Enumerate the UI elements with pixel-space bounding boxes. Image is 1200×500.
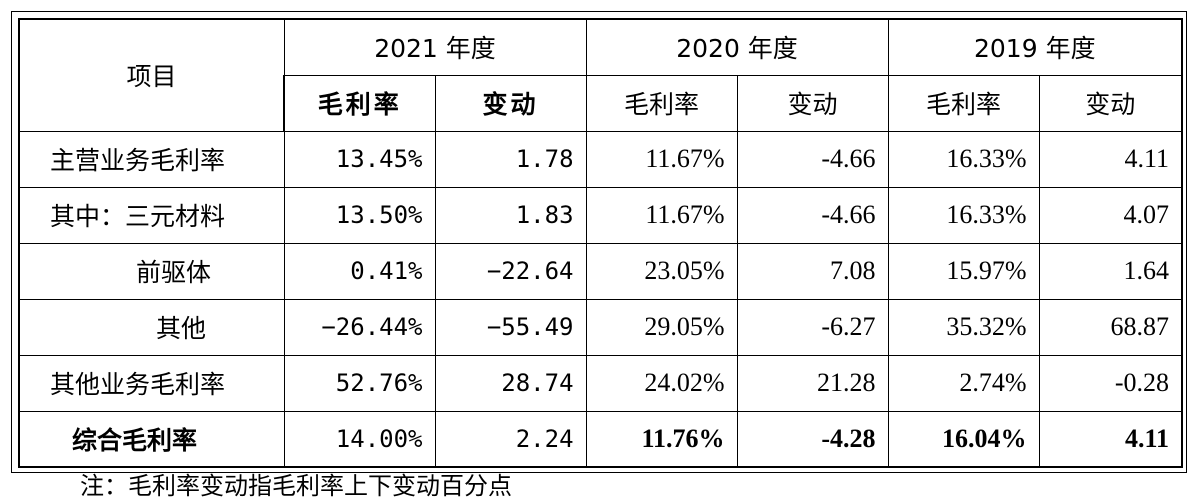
cell-margin-2021: −26.44% xyxy=(283,298,436,356)
row-label: 其他 xyxy=(18,298,285,356)
cell-change-2021: 1.78 xyxy=(434,130,587,188)
cell-margin-2019: 35.32% xyxy=(887,298,1040,356)
header-change-2021: 变动 xyxy=(434,74,587,132)
header-margin-2019: 毛利率 xyxy=(887,74,1040,132)
cell-margin-2020: 11.67% xyxy=(585,186,738,244)
cell-change-2020: -6.27 xyxy=(736,298,889,356)
header-year-2021: 2021 年度 xyxy=(283,18,587,76)
cell-margin-2021: 14.00% xyxy=(283,410,436,468)
cell-change-2019: 4.11 xyxy=(1038,130,1184,188)
header-margin-2020: 毛利率 xyxy=(585,74,738,132)
row-label: 主营业务毛利率 xyxy=(18,130,285,188)
cell-margin-2021: 13.50% xyxy=(283,186,436,244)
cell-change-2021: −55.49 xyxy=(434,298,587,356)
cell-change-2019: 4.11 xyxy=(1038,410,1184,468)
cell-change-2019: -0.28 xyxy=(1038,354,1184,412)
cell-margin-2019: 16.33% xyxy=(887,186,1040,244)
table-row: 其他业务毛利率 52.76% 28.74 24.02% 21.28 2.74% … xyxy=(18,354,1184,412)
row-label: 前驱体 xyxy=(18,242,285,300)
cell-margin-2021: 13.45% xyxy=(283,130,436,188)
cell-change-2021: 2.24 xyxy=(434,410,587,468)
table-outer-frame xyxy=(11,11,1187,473)
header-change-2019: 变动 xyxy=(1038,74,1184,132)
cell-change-2020: 7.08 xyxy=(736,242,889,300)
cell-change-2021: −22.64 xyxy=(434,242,587,300)
header-change-2020: 变动 xyxy=(736,74,889,132)
cell-margin-2020: 24.02% xyxy=(585,354,738,412)
table-row: 主营业务毛利率 13.45% 1.78 11.67% -4.66 16.33% … xyxy=(18,130,1184,188)
cell-margin-2020: 11.67% xyxy=(585,130,738,188)
cell-change-2019: 68.87 xyxy=(1038,298,1184,356)
cell-margin-2020: 29.05% xyxy=(585,298,738,356)
cell-change-2020: -4.28 xyxy=(736,410,889,468)
row-label: 其他业务毛利率 xyxy=(18,354,285,412)
cell-margin-2021: 52.76% xyxy=(283,354,436,412)
table-row: 其中：三元材料 13.50% 1.83 11.67% -4.66 16.33% … xyxy=(18,186,1184,244)
header-margin-2021: 毛利率 xyxy=(283,74,436,132)
cell-change-2021: 28.74 xyxy=(434,354,587,412)
cell-change-2021: 1.83 xyxy=(434,186,587,244)
cell-change-2020: 21.28 xyxy=(736,354,889,412)
cell-margin-2019: 2.74% xyxy=(887,354,1040,412)
cell-margin-2021: 0.41% xyxy=(283,242,436,300)
header-year-2019: 2019 年度 xyxy=(887,18,1184,76)
row-label: 其中：三元材料 xyxy=(18,186,285,244)
cell-margin-2019: 16.33% xyxy=(887,130,1040,188)
table-row-total: 综合毛利率 14.00% 2.24 11.76% -4.28 16.04% 4.… xyxy=(18,410,1184,468)
cell-margin-2019: 15.97% xyxy=(887,242,1040,300)
header-row-years: 项目 2021 年度 2020 年度 2019 年度 xyxy=(18,18,1184,132)
table-row: 其他 −26.44% −55.49 29.05% -6.27 35.32% 68… xyxy=(18,298,1184,356)
cell-change-2019: 1.64 xyxy=(1038,242,1184,300)
cell-margin-2020: 23.05% xyxy=(585,242,738,300)
cell-change-2020: -4.66 xyxy=(736,186,889,244)
cell-margin-2020: 11.76% xyxy=(585,410,738,468)
row-label: 综合毛利率 xyxy=(18,410,285,468)
cell-change-2020: -4.66 xyxy=(736,130,889,188)
header-year-2020: 2020 年度 xyxy=(585,18,889,76)
gross-margin-table: 项目 2021 年度 2020 年度 2019 年度 毛利率 变动 毛利率 变动… xyxy=(18,18,1184,468)
footnote: 注：毛利率变动指毛利率上下变动百分点 xyxy=(80,472,512,500)
table-row: 前驱体 0.41% −22.64 23.05% 7.08 15.97% 1.64 xyxy=(18,242,1184,300)
cell-change-2019: 4.07 xyxy=(1038,186,1184,244)
cell-margin-2019: 16.04% xyxy=(887,410,1040,468)
header-item: 项目 xyxy=(18,18,285,132)
